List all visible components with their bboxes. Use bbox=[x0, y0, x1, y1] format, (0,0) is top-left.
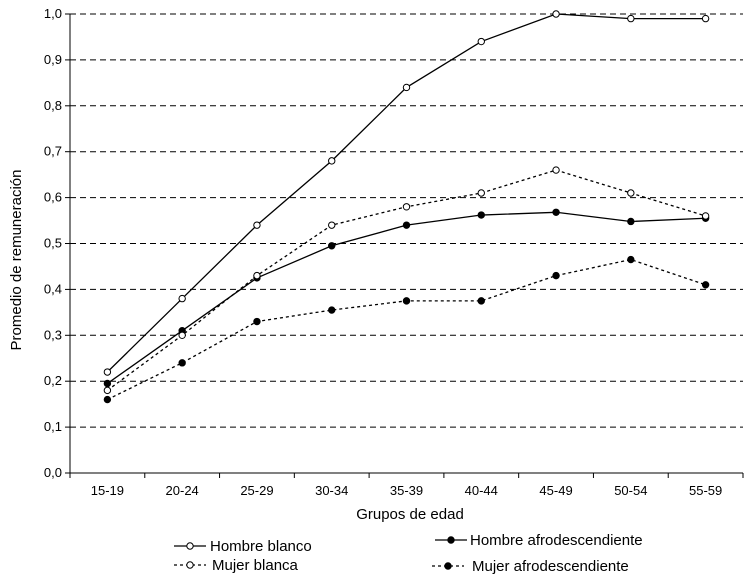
x-axis-title: Grupos de edad bbox=[356, 506, 464, 523]
data-point bbox=[178, 294, 186, 303]
data-point bbox=[552, 10, 560, 18]
legend-label: Hombre afrodescendiente bbox=[470, 532, 643, 549]
legend-label: Mujer afrodescendiente bbox=[472, 558, 629, 575]
data-point bbox=[328, 221, 336, 229]
data-point bbox=[402, 83, 411, 92]
axes bbox=[65, 13, 744, 478]
data-point bbox=[627, 217, 635, 226]
data-point bbox=[627, 189, 635, 197]
legend-item: Hombre afrodescendiente bbox=[435, 532, 643, 549]
x-tick-label: 25-29 bbox=[240, 483, 273, 498]
data-point bbox=[328, 157, 336, 165]
data-point bbox=[402, 221, 411, 229]
legend-item: Mujer blanca bbox=[174, 557, 299, 574]
data-point bbox=[402, 203, 411, 211]
data-point bbox=[477, 189, 485, 197]
data-point bbox=[178, 331, 186, 339]
gridlines bbox=[70, 13, 743, 428]
y-axis-title: Promedio de remuneración bbox=[8, 170, 25, 351]
legend-item: Hombre blanco bbox=[174, 538, 312, 555]
x-tick-label: 20-24 bbox=[166, 483, 199, 498]
data-point bbox=[477, 37, 485, 46]
legend-marker bbox=[447, 536, 455, 544]
y-tick-label: 0,8 bbox=[44, 98, 62, 113]
y-tick-label: 0,2 bbox=[44, 373, 62, 388]
x-tick-label: 35-39 bbox=[390, 483, 423, 498]
legend-marker bbox=[186, 542, 194, 550]
data-point bbox=[103, 379, 112, 388]
data-point bbox=[103, 395, 112, 404]
data-point bbox=[477, 297, 485, 305]
y-tick-label: 0,7 bbox=[44, 144, 62, 159]
legend-label: Mujer blanca bbox=[212, 557, 299, 574]
data-point bbox=[103, 386, 112, 395]
data-point bbox=[552, 271, 560, 280]
x-tick-label: 15-19 bbox=[91, 483, 124, 498]
series-1 bbox=[103, 10, 710, 376]
x-tick-label: 30-34 bbox=[315, 483, 348, 498]
data-point bbox=[552, 208, 560, 216]
series-4 bbox=[103, 255, 710, 404]
y-tick-label: 0,1 bbox=[44, 419, 62, 434]
legend-marker bbox=[186, 561, 194, 569]
data-point bbox=[328, 306, 336, 314]
x-tick-label: 55-59 bbox=[689, 483, 722, 498]
data-point bbox=[103, 368, 112, 376]
legend-marker bbox=[444, 562, 452, 570]
legend-label: Hombre blanco bbox=[210, 538, 312, 555]
data-point bbox=[178, 359, 186, 367]
data-point bbox=[253, 221, 261, 229]
data-point bbox=[627, 14, 635, 23]
y-tick-labels: 0,0 0,1 0,2 0,3 0,4 0,5 0,6 0,7 0,8 0,9 1,0 bbox=[44, 6, 62, 480]
legend: Hombre blanco Hombre afrodescendiente Muje… bbox=[174, 532, 643, 575]
legend-item: Mujer afrodescendiente bbox=[432, 558, 629, 575]
y-tick-label: 0,5 bbox=[44, 236, 62, 251]
data-point bbox=[701, 281, 710, 289]
data-point bbox=[627, 255, 635, 264]
data-point bbox=[701, 212, 710, 220]
y-tick-label: 0,0 bbox=[44, 465, 62, 480]
x-tick-label: 45-49 bbox=[539, 483, 572, 498]
data-point bbox=[253, 271, 261, 280]
data-point bbox=[253, 317, 261, 326]
x-tick-label: 40-44 bbox=[465, 483, 498, 498]
data-point bbox=[477, 211, 485, 219]
series-line bbox=[106, 13, 706, 373]
y-tick-label: 0,9 bbox=[44, 52, 62, 67]
data-point bbox=[701, 14, 710, 23]
series-3 bbox=[103, 166, 710, 395]
series-2 bbox=[103, 208, 710, 388]
y-tick-label: 1,0 bbox=[44, 6, 62, 21]
series-line bbox=[107, 258, 706, 401]
series-group bbox=[103, 10, 710, 404]
x-tick-label: 50-54 bbox=[614, 483, 647, 498]
x-tick-labels: 15-19 20-24 25-29 30-34 35-39 40-44 45-49 50-54… bbox=[91, 483, 722, 498]
y-tick-label: 0,3 bbox=[44, 327, 62, 342]
y-tick-label: 0,4 bbox=[44, 281, 62, 296]
y-tick-label: 0,6 bbox=[44, 190, 62, 205]
data-point bbox=[402, 297, 411, 305]
data-point bbox=[328, 242, 336, 250]
data-point bbox=[552, 166, 560, 174]
